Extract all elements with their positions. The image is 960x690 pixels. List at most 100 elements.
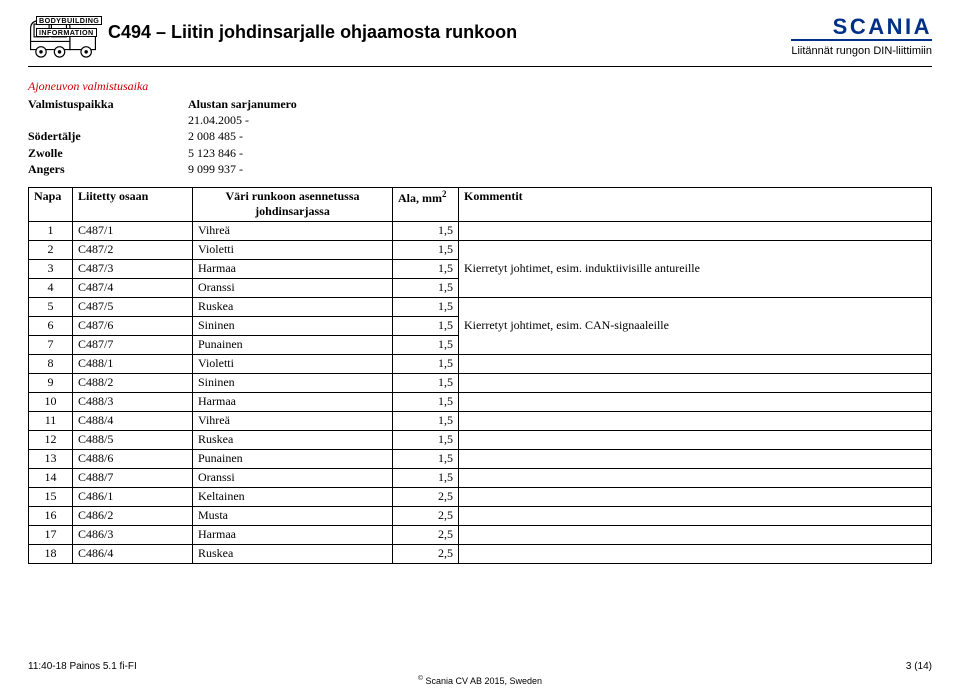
meta-empty-cell xyxy=(28,112,188,128)
table-row: 15C486/1Keltainen2,5 xyxy=(29,487,932,506)
cell-vari: Violetti xyxy=(193,354,393,373)
cell-ala: 2,5 xyxy=(393,487,459,506)
header-right: SCANIA Liitännät rungon DIN-liittimiin xyxy=(791,16,932,57)
th-ala: Ala, mm2 xyxy=(393,187,459,221)
cell-vari: Musta xyxy=(193,506,393,525)
cell-napa: 14 xyxy=(29,468,73,487)
table-row: 18C486/4Ruskea2,5 xyxy=(29,544,932,563)
meta-place: Södertälje xyxy=(28,128,188,144)
cell-ala: 2,5 xyxy=(393,525,459,544)
footer-left: 11:40-18 Painos 5.1 fi-FI xyxy=(28,661,137,672)
header-subhead: Liitännät rungon DIN-liittimiin xyxy=(791,45,932,57)
cell-napa: 18 xyxy=(29,544,73,563)
meta-serial: 2 008 485 - xyxy=(188,128,243,144)
cell-ala: 1,5 xyxy=(393,221,459,240)
cell-osaan: C487/1 xyxy=(73,221,193,240)
cell-ala: 2,5 xyxy=(393,506,459,525)
cell-ala: 1,5 xyxy=(393,392,459,411)
cell-napa: 13 xyxy=(29,449,73,468)
cell-kommentit xyxy=(459,487,932,506)
cell-kommentit: Kierretyt johtimet, esim. induktiivisill… xyxy=(459,240,932,297)
cell-kommentit xyxy=(459,449,932,468)
cell-napa: 2 xyxy=(29,240,73,259)
table-row: 17C486/3Harmaa2,5 xyxy=(29,525,932,544)
cell-kommentit xyxy=(459,430,932,449)
cell-osaan: C488/2 xyxy=(73,373,193,392)
cell-napa: 12 xyxy=(29,430,73,449)
cell-ala: 1,5 xyxy=(393,411,459,430)
cell-vari: Sininen xyxy=(193,373,393,392)
cell-vari: Punainen xyxy=(193,335,393,354)
cell-osaan: C487/4 xyxy=(73,278,193,297)
meta-date: 21.04.2005 - xyxy=(188,112,249,128)
cell-kommentit: Kierretyt johtimet, esim. CAN-signaaleil… xyxy=(459,297,932,354)
meta-place: Zwolle xyxy=(28,145,188,161)
meta-row: Södertälje2 008 485 - xyxy=(28,128,932,144)
cell-napa: 6 xyxy=(29,316,73,335)
table-body: 1C487/1Vihreä1,52C487/2Violetti1,5Kierre… xyxy=(29,221,932,563)
th-vari: Väri runkoon asennetussa johdinsarjassa xyxy=(193,187,393,221)
cell-osaan: C487/7 xyxy=(73,335,193,354)
cell-vari: Vihreä xyxy=(193,411,393,430)
footer-center-text: Scania CV AB 2015, Sweden xyxy=(423,676,542,686)
cell-osaan: C488/4 xyxy=(73,411,193,430)
cell-osaan: C488/5 xyxy=(73,430,193,449)
cell-vari: Punainen xyxy=(193,449,393,468)
cell-ala: 1,5 xyxy=(393,240,459,259)
cell-osaan: C487/5 xyxy=(73,297,193,316)
meta-col1-head: Valmistuspaikka xyxy=(28,96,188,112)
cell-ala: 1,5 xyxy=(393,259,459,278)
cell-osaan: C487/3 xyxy=(73,259,193,278)
cell-osaan: C486/4 xyxy=(73,544,193,563)
cell-napa: 17 xyxy=(29,525,73,544)
cell-osaan: C488/7 xyxy=(73,468,193,487)
footer-right: 3 (14) xyxy=(906,661,932,672)
cell-vari: Keltainen xyxy=(193,487,393,506)
cell-napa: 5 xyxy=(29,297,73,316)
cell-kommentit xyxy=(459,373,932,392)
cell-napa: 16 xyxy=(29,506,73,525)
cell-napa: 4 xyxy=(29,278,73,297)
cell-kommentit xyxy=(459,392,932,411)
cell-ala: 1,5 xyxy=(393,316,459,335)
cell-napa: 1 xyxy=(29,221,73,240)
cell-vari: Violetti xyxy=(193,240,393,259)
table-row: 8C488/1Violetti1,5 xyxy=(29,354,932,373)
cell-ala: 1,5 xyxy=(393,354,459,373)
cell-vari: Harmaa xyxy=(193,525,393,544)
cell-vari: Oranssi xyxy=(193,278,393,297)
table-row: 9C488/2Sininen1,5 xyxy=(29,373,932,392)
table-row: 16C486/2Musta2,5 xyxy=(29,506,932,525)
meta-serial: 9 099 937 - xyxy=(188,161,243,177)
meta-row: Angers9 099 937 - xyxy=(28,161,932,177)
meta-serial: 5 123 846 - xyxy=(188,145,243,161)
cell-kommentit xyxy=(459,221,932,240)
th-ala-sup: 2 xyxy=(442,189,447,199)
cell-osaan: C487/2 xyxy=(73,240,193,259)
cell-napa: 10 xyxy=(29,392,73,411)
cell-osaan: C488/3 xyxy=(73,392,193,411)
th-osaan: Liitetty osaan xyxy=(73,187,193,221)
table-header-row: Napa Liitetty osaan Väri runkoon asennet… xyxy=(29,187,932,221)
brand-underline xyxy=(791,39,932,41)
cell-kommentit xyxy=(459,468,932,487)
cell-vari: Vihreä xyxy=(193,221,393,240)
cell-ala: 1,5 xyxy=(393,373,459,392)
cell-kommentit xyxy=(459,506,932,525)
cell-ala: 1,5 xyxy=(393,430,459,449)
cell-ala: 1,5 xyxy=(393,278,459,297)
cell-ala: 2,5 xyxy=(393,544,459,563)
page-footer: 11:40-18 Painos 5.1 fi-FI 3 (14) xyxy=(28,661,932,672)
page-header: C494 – Liitin johdinsarjalle ohjaamosta … xyxy=(28,16,932,67)
cell-kommentit xyxy=(459,525,932,544)
cell-osaan: C487/6 xyxy=(73,316,193,335)
meta-row: Zwolle5 123 846 - xyxy=(28,145,932,161)
cell-kommentit xyxy=(459,411,932,430)
info-badge-line-1: BODYBUILDING xyxy=(36,16,102,25)
cell-kommentit xyxy=(459,544,932,563)
table-row: 2C487/2Violetti1,5Kierretyt johtimet, es… xyxy=(29,240,932,259)
cell-vari: Oranssi xyxy=(193,468,393,487)
meta-block: Ajoneuvon valmistusaika Valmistuspaikka … xyxy=(28,79,932,177)
info-badge-line-2: INFORMATION xyxy=(36,28,97,37)
table-row: 1C487/1Vihreä1,5 xyxy=(29,221,932,240)
